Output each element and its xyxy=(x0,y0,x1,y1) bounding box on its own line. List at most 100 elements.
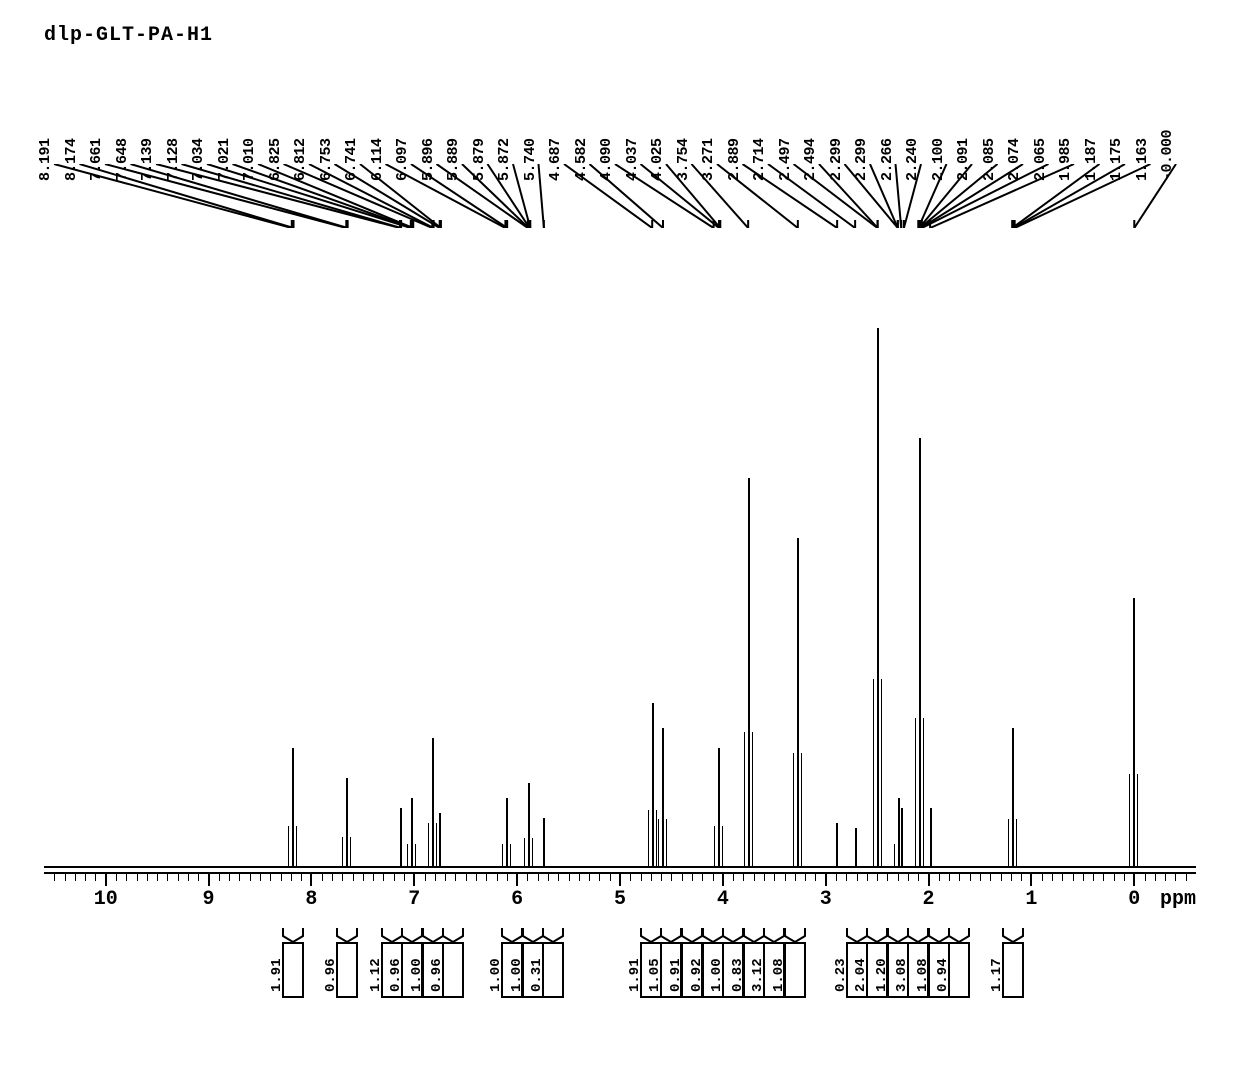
spectrum-peak-shoulder xyxy=(752,732,753,869)
integration-bracket xyxy=(947,928,971,942)
integration-value: 0.83 xyxy=(730,958,746,992)
spectrum-peak-shoulder xyxy=(296,826,297,868)
spectrum-peak-shoulder xyxy=(658,819,659,868)
spectrum-peak xyxy=(411,798,413,868)
axis-tick xyxy=(310,874,312,886)
axis-tick-label: 4 xyxy=(717,888,729,911)
spectrum-peak-shoulder xyxy=(510,844,511,869)
integration-value: 1.00 xyxy=(509,958,525,992)
integration-value-box: 0.31 xyxy=(542,942,564,998)
spectrum-peak-shoulder xyxy=(350,837,351,869)
integration-value-box: 0.96 xyxy=(442,942,464,998)
peak-assignment-tree xyxy=(44,164,1196,228)
integration-value: 0.23 xyxy=(833,958,849,992)
integration-value-box: 0.94 xyxy=(948,942,970,998)
integration-value: 3.08 xyxy=(894,958,910,992)
integration-value: 1.00 xyxy=(488,958,504,992)
spectrum-peak-shoulder xyxy=(744,732,745,869)
spectrum-peak-shoulder xyxy=(1016,819,1017,868)
spectrum-peak-shoulder xyxy=(532,838,533,868)
spectrum-region xyxy=(44,228,1196,868)
axis-tick-label: 5 xyxy=(614,888,626,911)
integration-value: 1.08 xyxy=(915,958,931,992)
integration-bracket xyxy=(541,928,565,942)
peak-tree-svg xyxy=(44,164,1196,228)
axis-unit-label: ppm xyxy=(1160,888,1196,911)
spectrum-peak xyxy=(919,438,921,868)
integration-value-box: 1.17 xyxy=(1002,942,1024,998)
integration-value: 0.96 xyxy=(429,958,445,992)
spectrum-peak-shoulder xyxy=(524,838,525,868)
spectrum-peak-shoulder xyxy=(342,837,343,869)
axis-tick xyxy=(928,874,930,886)
spectrum-peak xyxy=(652,703,654,868)
spectrum-peak xyxy=(877,328,879,868)
spectrum-peak xyxy=(898,798,900,868)
integration-bracket xyxy=(1001,928,1025,942)
axis-tick-label: 6 xyxy=(511,888,523,911)
spectrum-peak xyxy=(400,808,402,868)
spectrum-peak-shoulder xyxy=(648,810,649,868)
integration-value: 1.08 xyxy=(771,958,787,992)
spectrum-peak xyxy=(718,748,720,868)
axis-tick xyxy=(619,874,621,886)
axis-tick xyxy=(825,874,827,886)
spectrum-peak xyxy=(543,818,545,868)
spectrum-peak-shoulder xyxy=(415,844,416,869)
spectrum-peak-shoulder xyxy=(714,826,715,868)
integration-value: 0.91 xyxy=(668,958,684,992)
spectrum-peak-shoulder xyxy=(436,823,437,869)
axis-tick-label: 3 xyxy=(820,888,832,911)
integration-value: 2.04 xyxy=(853,958,869,992)
integration-bracket xyxy=(335,928,359,942)
integration-bracket xyxy=(441,928,465,942)
integration-value: 1.17 xyxy=(989,958,1005,992)
axis-tick-label: 10 xyxy=(94,888,118,911)
spectrum-peak xyxy=(901,808,903,868)
integration-value: 0.96 xyxy=(388,958,404,992)
axis-tick xyxy=(516,874,518,886)
integration-value: 1.00 xyxy=(709,958,725,992)
spectrum-peak-shoulder xyxy=(801,753,802,869)
integration-value-box: 1.91 xyxy=(282,942,304,998)
spectrum-peak xyxy=(662,728,664,868)
axis-tick xyxy=(413,874,415,886)
axis-tick-label: 8 xyxy=(305,888,317,911)
integration-value-box: 1.08 xyxy=(784,942,806,998)
integration-value: 0.31 xyxy=(529,958,545,992)
spectrum-peak-shoulder xyxy=(722,826,723,868)
spectrum-peak-shoulder xyxy=(915,718,916,869)
axis-tick-label: 7 xyxy=(408,888,420,911)
spectrum-peak xyxy=(292,748,294,868)
integration-value: 0.92 xyxy=(689,958,705,992)
spectrum-peak xyxy=(748,478,750,868)
spectrum-peak xyxy=(836,823,838,868)
axis-tick-label: 9 xyxy=(203,888,215,911)
spectrum-peak xyxy=(506,798,508,868)
spectrum-peak-shoulder xyxy=(1137,774,1138,869)
integration-bracket xyxy=(281,928,305,942)
spectrum-peak-shoulder xyxy=(881,679,882,868)
integration-value: 1.12 xyxy=(368,958,384,992)
integration-value: 1.91 xyxy=(627,958,643,992)
spectrum-peak xyxy=(797,538,799,868)
integration-value: 1.05 xyxy=(647,958,663,992)
spectrum-peak-shoulder xyxy=(873,679,874,868)
integration-bracket xyxy=(783,928,807,942)
integration-value: 0.94 xyxy=(935,958,951,992)
spectrum-peak-shoulder xyxy=(407,844,408,869)
spectrum-peak xyxy=(439,813,441,868)
axis-tick xyxy=(1030,874,1032,886)
axis-tick xyxy=(722,874,724,886)
spectrum-peak-shoulder xyxy=(923,718,924,869)
x-axis: 109876543210 ppm xyxy=(44,872,1196,900)
axis-tick xyxy=(208,874,210,886)
spectrum-peak-shoulder xyxy=(656,810,657,868)
spectrum-peak xyxy=(346,778,348,868)
spectrum-peak xyxy=(930,808,932,868)
spectrum-peak-shoulder xyxy=(1129,774,1130,869)
spectrum-peak-shoulder xyxy=(288,826,289,868)
integration-value: 3.12 xyxy=(750,958,766,992)
integration-value: 1.91 xyxy=(269,958,285,992)
spectrum-peak xyxy=(432,738,434,868)
